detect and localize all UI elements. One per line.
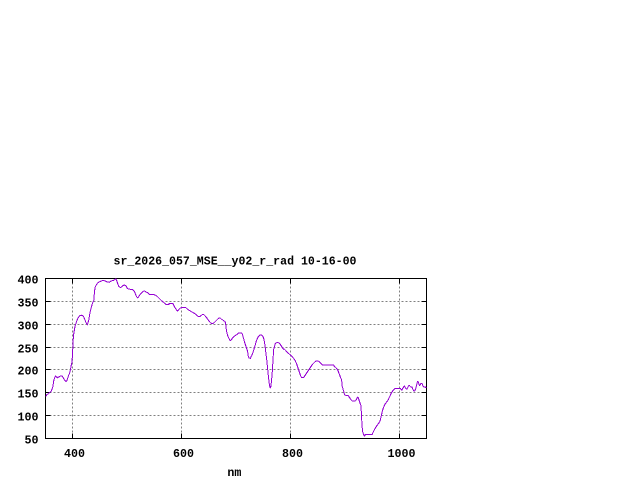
svg-text:150: 150 xyxy=(18,388,39,402)
svg-text:800: 800 xyxy=(282,447,303,461)
svg-text:250: 250 xyxy=(18,343,39,357)
svg-text:nm: nm xyxy=(227,466,241,480)
svg-text:sr_2026_057_MSE__y02_r_rad 10-: sr_2026_057_MSE__y02_r_rad 10-16-00 xyxy=(114,255,357,269)
svg-text:600: 600 xyxy=(173,447,194,461)
svg-text:400: 400 xyxy=(64,447,85,461)
svg-text:400: 400 xyxy=(18,274,39,288)
svg-text:350: 350 xyxy=(18,297,39,311)
svg-text:1000: 1000 xyxy=(388,447,416,461)
svg-text:200: 200 xyxy=(18,365,39,379)
svg-text:300: 300 xyxy=(18,320,39,334)
svg-text:100: 100 xyxy=(18,411,39,425)
svg-text:50: 50 xyxy=(25,434,39,448)
